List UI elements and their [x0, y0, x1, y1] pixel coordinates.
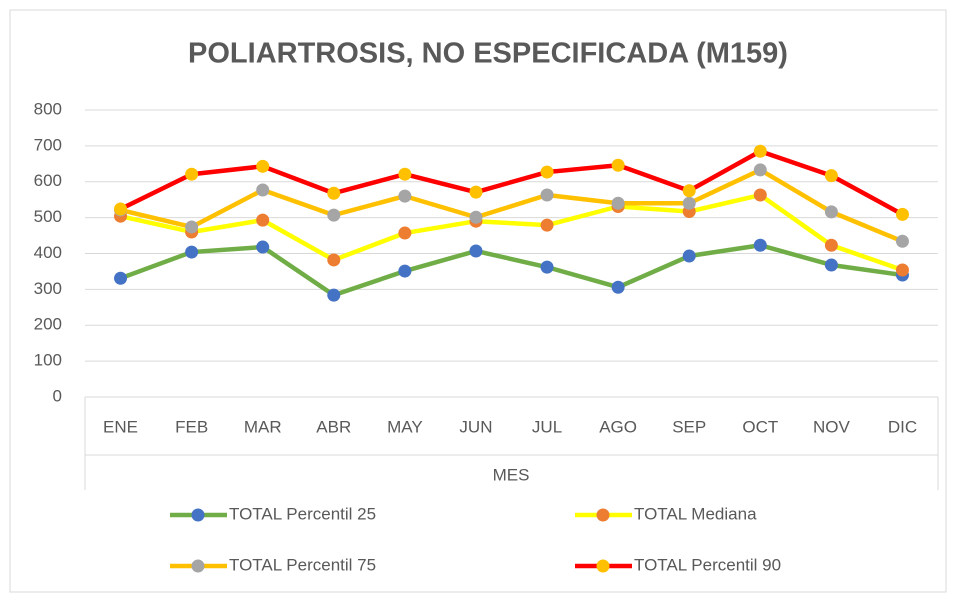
- chart-border: [9, 9, 947, 593]
- x-tick-label: DIC: [888, 417, 917, 436]
- x-tick-label: JUN: [459, 417, 492, 436]
- data-point: [895, 207, 909, 221]
- y-tick-label: 400: [34, 243, 62, 262]
- data-point: [185, 220, 199, 234]
- x-tick-label: FEB: [175, 417, 208, 436]
- data-point: [753, 163, 767, 177]
- data-point: [895, 263, 909, 277]
- y-tick-label: 100: [34, 351, 62, 370]
- legend-marker: [191, 559, 205, 573]
- data-point: [540, 188, 554, 202]
- data-point: [540, 218, 554, 232]
- data-point: [824, 238, 838, 252]
- data-point: [114, 271, 128, 285]
- y-tick-label: 500: [34, 207, 62, 226]
- y-tick-label: 300: [34, 279, 62, 298]
- legend-label: TOTAL Mediana: [634, 504, 757, 523]
- y-tick-label: 600: [34, 171, 62, 190]
- data-point: [114, 202, 128, 216]
- data-point: [611, 158, 625, 172]
- data-point: [540, 165, 554, 179]
- data-point: [398, 264, 412, 278]
- data-point: [611, 280, 625, 294]
- data-point: [185, 167, 199, 181]
- legend-label: TOTAL Percentil 75: [229, 555, 376, 574]
- data-point: [895, 234, 909, 248]
- data-point: [398, 226, 412, 240]
- series-line: [120, 167, 904, 244]
- data-point: [256, 159, 270, 173]
- x-tick-label: ABR: [316, 417, 351, 436]
- data-point: [469, 185, 483, 199]
- series-line: [120, 192, 904, 273]
- series-line: [119, 242, 903, 298]
- legend-label: TOTAL Percentil 25: [229, 504, 376, 523]
- data-point: [327, 288, 341, 302]
- legend-label: TOTAL Percentil 90: [634, 555, 781, 574]
- x-tick-label: JUL: [532, 417, 562, 436]
- data-point: [682, 196, 696, 210]
- x-tick-label: AGO: [599, 417, 637, 436]
- data-point: [824, 258, 838, 272]
- data-point: [682, 184, 696, 198]
- data-point: [327, 186, 341, 200]
- data-point: [469, 244, 483, 258]
- data-point: [327, 253, 341, 267]
- data-point: [824, 205, 838, 219]
- x-tick-label: NOV: [813, 417, 851, 436]
- x-tick-label: MAR: [244, 417, 282, 436]
- legend-marker: [596, 559, 610, 573]
- data-point: [398, 167, 412, 181]
- data-point: [753, 238, 767, 252]
- data-point: [540, 260, 554, 274]
- legend-marker: [596, 508, 610, 522]
- data-point: [753, 144, 767, 158]
- data-point: [256, 213, 270, 227]
- data-point: [753, 188, 767, 202]
- x-tick-label: OCT: [742, 417, 778, 436]
- data-point: [398, 189, 412, 203]
- data-point: [824, 169, 838, 183]
- data-point: [256, 240, 270, 254]
- data-point: [469, 210, 483, 224]
- x-tick-label: ENE: [103, 417, 138, 436]
- y-tick-label: 200: [34, 315, 62, 334]
- data-point: [611, 196, 625, 210]
- x-axis-label: MES: [493, 465, 530, 484]
- legend-marker: [191, 508, 205, 522]
- y-tick-label: 0: [53, 386, 62, 405]
- x-tick-label: SEP: [672, 417, 706, 436]
- data-point: [682, 249, 696, 263]
- data-point: [256, 183, 270, 197]
- x-tick-label: MAY: [387, 417, 423, 436]
- series-line: [119, 149, 904, 217]
- data-point: [327, 208, 341, 222]
- y-tick-label: 800: [34, 99, 62, 118]
- data-point: [185, 245, 199, 259]
- y-tick-label: 700: [34, 135, 62, 154]
- chart-title: POLIARTROSIS, NO ESPECIFICADA (M159): [188, 38, 788, 70]
